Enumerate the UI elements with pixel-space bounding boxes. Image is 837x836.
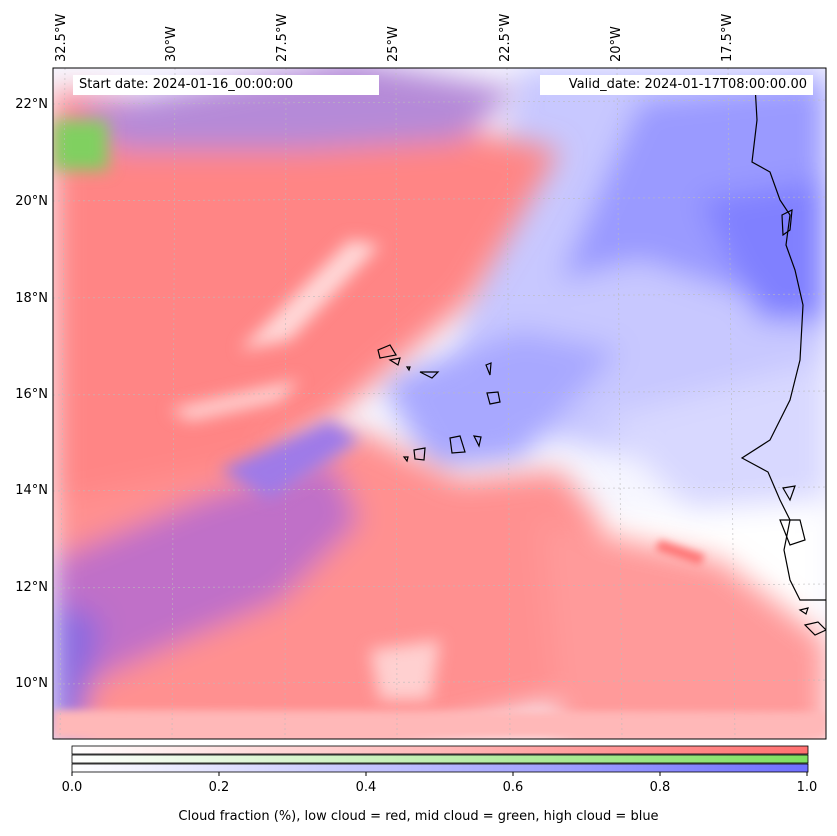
lat-label: 16°N bbox=[15, 387, 48, 402]
lat-label: 14°N bbox=[15, 483, 48, 498]
coastline bbox=[377, 84, 826, 636]
lat-label: 18°N bbox=[15, 291, 48, 306]
colorbar-tick: 0.4 bbox=[355, 780, 377, 795]
colorbar-tick: 0.6 bbox=[502, 780, 524, 795]
colorbar-tick: 0.0 bbox=[61, 780, 83, 795]
colorbar bbox=[71, 745, 809, 776]
lon-label: 32.5°W bbox=[54, 13, 69, 62]
lat-label: 22°N bbox=[15, 97, 48, 112]
lon-label: 30°W bbox=[164, 26, 179, 62]
lon-label: 25°W bbox=[386, 26, 401, 62]
lat-label: 10°N bbox=[15, 676, 48, 691]
lat-label: 20°N bbox=[15, 194, 48, 209]
lon-label: 20°W bbox=[609, 26, 624, 62]
lon-label: 27.5°W bbox=[275, 13, 290, 62]
colorbar-tick: 1.0 bbox=[796, 780, 818, 795]
start-date-label: Start date: 2024-01-16_00:00:00 bbox=[73, 75, 379, 95]
lat-label: 12°N bbox=[15, 580, 48, 595]
lon-label: 22.5°W bbox=[498, 13, 513, 62]
lon-label: 17.5°W bbox=[720, 13, 735, 62]
colorbar-label: Cloud fraction (%), low cloud = red, mid… bbox=[178, 809, 659, 824]
colorbar-tick: 0.2 bbox=[208, 780, 230, 795]
colorbar-tick: 0.8 bbox=[649, 780, 671, 795]
valid-date-label: Valid_date: 2024-01-17T08:00:00.00 bbox=[540, 75, 813, 95]
